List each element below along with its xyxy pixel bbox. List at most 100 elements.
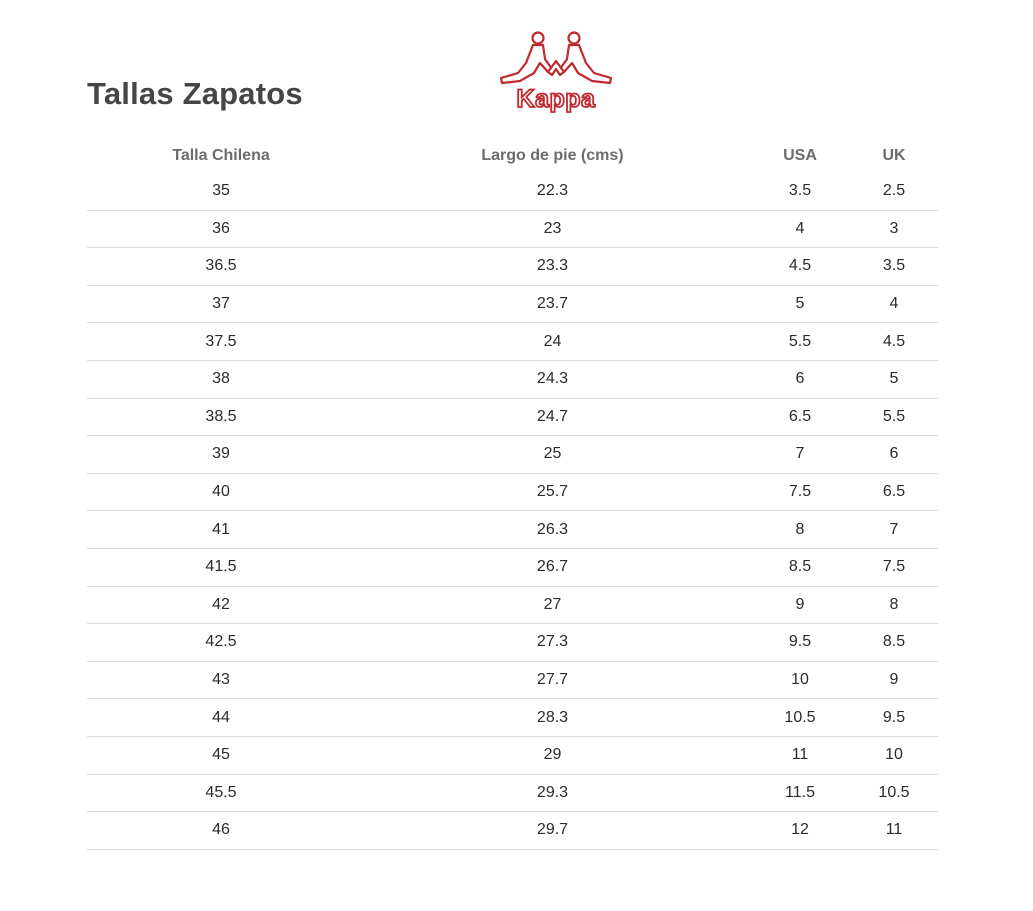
kappa-logo: Kappa — [499, 31, 613, 113]
cell-largo-de-pie: 27.7 — [355, 661, 750, 700]
cell-talla-chilena: 41.5 — [87, 548, 355, 587]
cell-usa: 4 — [750, 210, 850, 249]
cell-uk: 11 — [850, 811, 938, 850]
cell-largo-de-pie: 26.3 — [355, 510, 750, 549]
cell-talla-chilena: 46 — [87, 811, 355, 850]
cell-usa: 11 — [750, 736, 850, 775]
cell-usa: 8 — [750, 510, 850, 549]
size-chart-table: Talla Chilena Largo de pie (cms) USA UK … — [87, 138, 938, 850]
table-row: 39 25 7 6 — [87, 435, 938, 474]
cell-talla-chilena: 36.5 — [87, 247, 355, 286]
cell-uk: 7 — [850, 510, 938, 549]
cell-talla-chilena: 41 — [87, 510, 355, 549]
table-row: 42 27 9 8 — [87, 586, 938, 625]
cell-usa: 3.5 — [750, 173, 850, 211]
cell-usa: 7.5 — [750, 473, 850, 512]
table-row: 36.5 23.3 4.5 3.5 — [87, 247, 938, 286]
cell-uk: 5.5 — [850, 398, 938, 437]
cell-largo-de-pie: 29.3 — [355, 774, 750, 813]
cell-largo-de-pie: 24 — [355, 322, 750, 361]
cell-uk: 10 — [850, 736, 938, 775]
cell-talla-chilena: 38 — [87, 360, 355, 399]
cell-largo-de-pie: 23.7 — [355, 285, 750, 324]
cell-uk: 6 — [850, 435, 938, 474]
cell-uk: 6.5 — [850, 473, 938, 512]
cell-talla-chilena: 40 — [87, 473, 355, 512]
cell-largo-de-pie: 23 — [355, 210, 750, 249]
cell-uk: 4 — [850, 285, 938, 324]
cell-uk: 3.5 — [850, 247, 938, 286]
cell-usa: 9 — [750, 586, 850, 625]
cell-usa: 7 — [750, 435, 850, 474]
table-row: 41 26.3 8 7 — [87, 510, 938, 549]
cell-uk: 7.5 — [850, 548, 938, 587]
kappa-omini-icon — [499, 31, 613, 85]
cell-usa: 5 — [750, 285, 850, 324]
table-row: 43 27.7 10 9 — [87, 661, 938, 700]
cell-usa: 10.5 — [750, 698, 850, 737]
cell-talla-chilena: 37.5 — [87, 322, 355, 361]
cell-talla-chilena: 39 — [87, 435, 355, 474]
cell-largo-de-pie: 24.3 — [355, 360, 750, 399]
table-row: 46 29.7 12 11 — [87, 811, 938, 850]
cell-largo-de-pie: 28.3 — [355, 698, 750, 737]
cell-uk: 9 — [850, 661, 938, 700]
header-largo-de-pie: Largo de pie (cms) — [481, 146, 624, 164]
table-row: 37 23.7 5 4 — [87, 285, 938, 324]
cell-uk: 2.5 — [850, 173, 938, 211]
cell-talla-chilena: 38.5 — [87, 398, 355, 437]
table-row: 37.5 24 5.5 4.5 — [87, 322, 938, 361]
kappa-logo-text: Kappa — [517, 85, 597, 113]
cell-talla-chilena: 43 — [87, 661, 355, 700]
cell-usa: 11.5 — [750, 774, 850, 813]
cell-usa: 12 — [750, 811, 850, 850]
table-row: 45.5 29.3 11.5 10.5 — [87, 774, 938, 813]
cell-largo-de-pie: 24.7 — [355, 398, 750, 437]
page-title: Tallas Zapatos — [87, 76, 303, 111]
table-row: 45 29 11 10 — [87, 736, 938, 775]
cell-uk: 4.5 — [850, 322, 938, 361]
cell-talla-chilena: 35 — [87, 173, 355, 211]
table-row: 44 28.3 10.5 9.5 — [87, 698, 938, 737]
cell-largo-de-pie: 29 — [355, 736, 750, 775]
cell-largo-de-pie: 22.3 — [355, 173, 750, 211]
cell-usa: 4.5 — [750, 247, 850, 286]
header-uk: UK — [882, 146, 906, 164]
table-row: 40 25.7 7.5 6.5 — [87, 473, 938, 512]
table-row: 35 22.3 3.5 2.5 — [87, 173, 938, 211]
cell-talla-chilena: 37 — [87, 285, 355, 324]
cell-usa: 9.5 — [750, 623, 850, 662]
cell-uk: 8 — [850, 586, 938, 625]
cell-talla-chilena: 45 — [87, 736, 355, 775]
cell-usa: 10 — [750, 661, 850, 700]
cell-largo-de-pie: 25 — [355, 435, 750, 474]
cell-talla-chilena: 45.5 — [87, 774, 355, 813]
table-row: 38 24.3 6 5 — [87, 360, 938, 399]
table-body: 35 22.3 3.5 2.5 36 23 4 3 36.5 23.3 4.5 3.5 37 23.7 5 4… — [87, 173, 938, 850]
cell-usa: 8.5 — [750, 548, 850, 587]
cell-uk: 3 — [850, 210, 938, 249]
table-row: 42.5 27.3 9.5 8.5 — [87, 623, 938, 662]
cell-usa: 5.5 — [750, 322, 850, 361]
table-header-row: Talla Chilena Largo de pie (cms) USA UK — [87, 138, 938, 173]
cell-uk: 9.5 — [850, 698, 938, 737]
cell-largo-de-pie: 26.7 — [355, 548, 750, 587]
cell-talla-chilena: 42.5 — [87, 623, 355, 662]
cell-usa: 6 — [750, 360, 850, 399]
cell-uk: 10.5 — [850, 774, 938, 813]
header-usa: USA — [783, 146, 817, 164]
cell-largo-de-pie: 27 — [355, 586, 750, 625]
cell-usa: 6.5 — [750, 398, 850, 437]
cell-largo-de-pie: 25.7 — [355, 473, 750, 512]
cell-talla-chilena: 44 — [87, 698, 355, 737]
cell-largo-de-pie: 23.3 — [355, 247, 750, 286]
cell-largo-de-pie: 29.7 — [355, 811, 750, 850]
cell-talla-chilena: 36 — [87, 210, 355, 249]
cell-talla-chilena: 42 — [87, 586, 355, 625]
table-row: 41.5 26.7 8.5 7.5 — [87, 548, 938, 587]
table-row: 36 23 4 3 — [87, 210, 938, 249]
cell-largo-de-pie: 27.3 — [355, 623, 750, 662]
header-talla-chilena: Talla Chilena — [172, 146, 270, 164]
table-row: 38.5 24.7 6.5 5.5 — [87, 398, 938, 437]
cell-uk: 5 — [850, 360, 938, 399]
